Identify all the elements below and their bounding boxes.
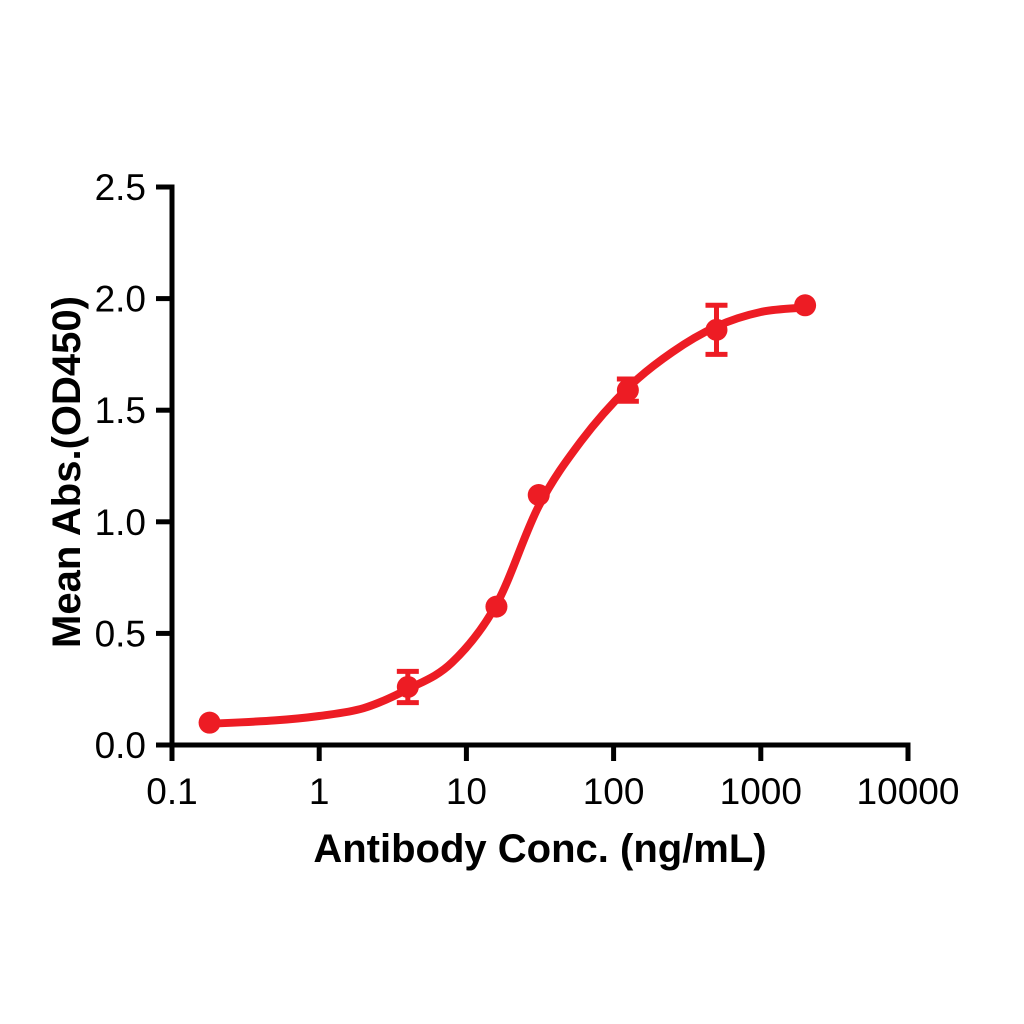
data-point-marker (705, 318, 728, 341)
axis-tick-labels: 0.1 1 10 100 1000 10000 0.0 0.5 1.0 1.5 2.0 2.5 (95, 167, 960, 812)
x-tick-label: 10000 (857, 771, 960, 812)
error-bars-layer (396, 302, 728, 706)
y-tick-label: 1.0 (95, 502, 146, 543)
y-tick-label: 0.0 (95, 725, 146, 766)
y-tick-label: 1.5 (95, 390, 146, 431)
dose-response-curve (205, 303, 810, 728)
data-point-marker (396, 675, 419, 698)
y-tick-label: 0.5 (95, 613, 146, 654)
fit-curve-layer (205, 303, 810, 728)
axis-ticks (156, 184, 911, 761)
y-tick-label: 2.5 (95, 167, 146, 208)
x-tick-label: 10 (446, 771, 487, 812)
data-point-marker (794, 294, 817, 317)
x-axis-title: Antibody Conc. (ng/mL) (313, 827, 766, 871)
x-tick-label: 1000 (720, 771, 802, 812)
y-axis-title: Mean Abs.(OD450) (45, 296, 89, 648)
x-tick-label: 0.1 (146, 771, 197, 812)
data-points-layer (198, 294, 817, 734)
axes (169, 184, 911, 748)
y-tick-label: 2.0 (95, 279, 146, 320)
data-point-marker (616, 379, 639, 402)
data-point-marker (485, 595, 508, 618)
x-tick-label: 100 (583, 771, 645, 812)
data-point-marker (527, 484, 550, 507)
data-point-marker (198, 711, 221, 734)
x-tick-label: 1 (309, 771, 330, 812)
